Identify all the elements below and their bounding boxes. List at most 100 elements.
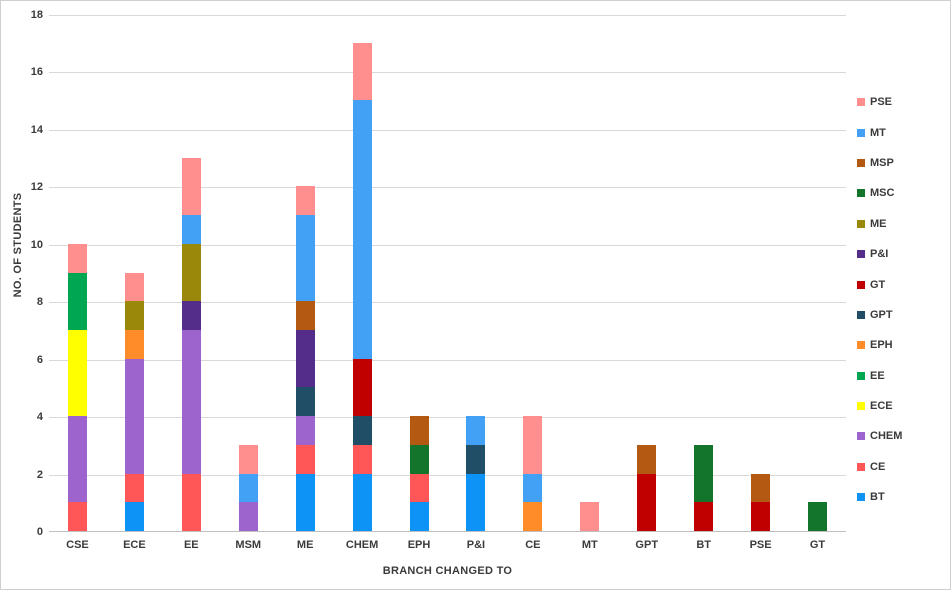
legend-label: GPT — [870, 308, 893, 321]
bar-GT — [808, 502, 828, 531]
bar-segment-ECE-BT — [124, 502, 144, 531]
bar-segment-EPH-MSC — [409, 444, 429, 474]
y-tick-label-18: 18 — [30, 9, 43, 21]
bar-segment-CSE-ECE — [67, 329, 87, 417]
legend-item-MSC: MSC — [857, 178, 902, 208]
legend-label: ME — [870, 217, 887, 230]
bar-segment-ECE-CHEM — [124, 358, 144, 474]
x-tick-label-ECE: ECE — [123, 539, 146, 551]
x-axis-line — [49, 531, 846, 532]
bar-CE — [523, 416, 543, 531]
plot-area — [49, 15, 846, 532]
bar-segment-PSE-GT — [751, 502, 771, 531]
legend-swatch-icon — [857, 98, 865, 107]
x-tick-label-GT: GT — [809, 539, 826, 551]
bar-segment-MSM-PSE — [238, 444, 258, 474]
legend-item-MT: MT — [857, 117, 902, 147]
x-tick-label-EE: EE — [183, 539, 199, 551]
bar-segment-ECE-EPH — [124, 329, 144, 359]
x-tick-label-MSM: MSM — [235, 539, 262, 551]
x-tick-label-CE: CE — [525, 539, 541, 551]
bar-segment-CHEM-CE — [352, 444, 372, 474]
bar-ECE — [124, 272, 144, 531]
legend-swatch-icon — [857, 341, 865, 350]
bar-segment-ECE-PSE — [124, 272, 144, 302]
bar-segment-CHEM-PSE — [352, 42, 372, 101]
legend-label: EPH — [870, 339, 893, 352]
bar-segment-MSM-CHEM — [238, 502, 258, 531]
y-tick-label-4: 4 — [36, 411, 43, 424]
legend-swatch-icon — [857, 462, 865, 471]
gridline-6 — [49, 359, 846, 361]
bar-segment-GPT-GT — [637, 473, 657, 531]
legend-swatch-icon — [857, 158, 865, 167]
bar-MSM — [238, 444, 258, 531]
bar-segment-CSE-PSE — [67, 243, 87, 273]
bar-ME — [295, 186, 315, 531]
legend-item-GPT: GPT — [857, 300, 902, 330]
bar-segment-EE-PSE — [181, 157, 201, 216]
bar-segment-EPH-CE — [409, 473, 429, 503]
bar-segment-EE-MT — [181, 215, 201, 244]
legend-item-BT: BT — [857, 482, 902, 512]
x-tick-label-BT: BT — [696, 539, 711, 551]
y-tick-label-10: 10 — [30, 238, 43, 251]
legend-swatch-icon — [857, 250, 865, 259]
bar-segment-CHEM-GT — [352, 358, 372, 417]
gridline-14 — [49, 129, 846, 131]
legend-item-ECE: ECE — [857, 391, 902, 421]
legend-label: BT — [870, 491, 885, 504]
y-tick-label-12: 12 — [30, 181, 43, 194]
bar-segment-ME-PSE — [295, 186, 315, 216]
y-tick-label-6: 6 — [36, 353, 43, 366]
legend-swatch-icon — [857, 493, 865, 502]
bar-segment-BT-MSC — [694, 444, 714, 503]
legend-label: MSP — [870, 156, 894, 169]
legend-label: CE — [870, 460, 886, 473]
legend-label: P&I — [870, 248, 889, 261]
bar-segment-MT-PSE — [580, 502, 600, 531]
bar-segment-ME-CE — [295, 444, 315, 474]
legend-swatch-icon — [857, 219, 865, 228]
bar-segment-CE-MT — [523, 473, 543, 503]
bar-segment-EE-ME — [181, 243, 201, 302]
y-tick-label-16: 16 — [30, 66, 43, 79]
y-tick-label-0: 0 — [36, 526, 43, 538]
legend-label: GT — [870, 278, 886, 291]
legend-item-CE: CE — [857, 452, 902, 482]
bar-segment-EE-CE — [181, 473, 201, 531]
gridline-18 — [49, 15, 846, 16]
bar-segment-MSM-MT — [238, 473, 258, 503]
legend-swatch-icon — [857, 189, 865, 198]
legend-item-ME: ME — [857, 209, 902, 239]
bar-segment-CSE-CHEM — [67, 416, 87, 503]
bar-segment-EE-CHEM — [181, 329, 201, 474]
legend-item-GT: GT — [857, 269, 902, 299]
bar-segment-ME-CHEM — [295, 416, 315, 445]
legend-item-P&I: P&I — [857, 239, 902, 269]
legend-item-EPH: EPH — [857, 330, 902, 360]
legend-label: CHEM — [870, 430, 903, 443]
y-tick-label-14: 14 — [30, 123, 43, 136]
bar-segment-CHEM-BT — [352, 473, 372, 531]
bar-segment-EE-P&I — [181, 301, 201, 330]
bar-segment-P&I-MT — [466, 416, 486, 445]
bar-segment-P&I-BT — [466, 473, 486, 531]
legend-item-CHEM: CHEM — [857, 421, 902, 451]
bar-segment-ME-BT — [295, 473, 315, 531]
legend: PSE MT MSP MSC ME P&I GT GPT EPH EE ECE CHEM CE BT — [857, 87, 902, 512]
x-tick-label-MT: MT — [581, 539, 598, 551]
gridline-2 — [49, 474, 846, 476]
bar-segment-EPH-MSP — [409, 416, 429, 445]
bar-segment-ME-P&I — [295, 329, 315, 388]
bar-CSE — [67, 243, 87, 531]
bar-segment-CE-PSE — [523, 416, 543, 474]
bar-GPT — [637, 444, 657, 531]
bar-segment-GPT-MSP — [637, 444, 657, 474]
gridline-16 — [49, 72, 846, 74]
legend-swatch-icon — [857, 280, 865, 289]
x-axis-title: BRANCH CHANGED TO — [382, 565, 513, 577]
bar-segment-GT-MSC — [808, 502, 828, 531]
bar-segment-ME-MSP — [295, 301, 315, 330]
bar-EE — [181, 157, 201, 531]
